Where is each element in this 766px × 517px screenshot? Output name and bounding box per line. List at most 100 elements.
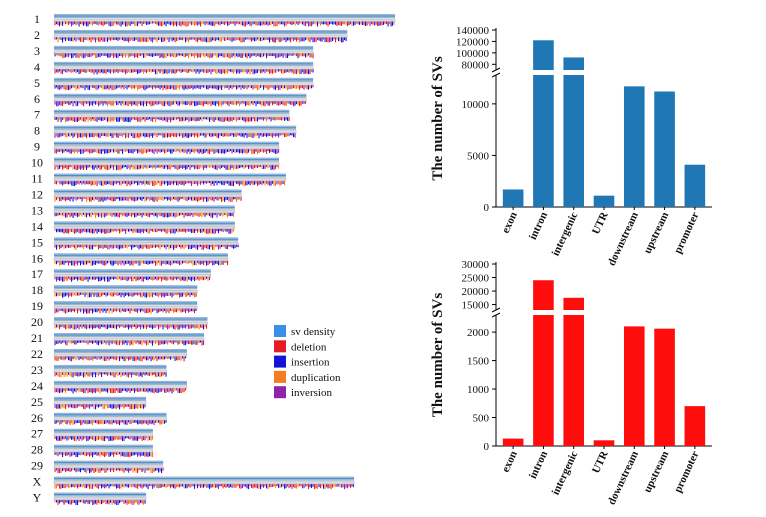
chromosome-body	[53, 50, 314, 54]
y-tick-label: 1000	[467, 384, 490, 396]
legend-item-inversion: inversion	[274, 386, 332, 399]
sv-ticks	[54, 372, 167, 378]
chromosome-label: 27	[31, 427, 43, 441]
chromosome-24: 24	[31, 379, 188, 394]
sv-ticks	[54, 308, 197, 314]
bar-segment	[593, 195, 615, 207]
chromosome-9: 9	[34, 140, 280, 155]
legend-label: inversion	[291, 387, 332, 399]
chromosome-5: 5	[34, 76, 314, 91]
chromosome-label: 21	[31, 331, 43, 345]
sv-ticks	[54, 213, 235, 218]
chromosome-16: 16	[31, 251, 229, 266]
chromosome-body	[53, 321, 208, 325]
sv-ticks	[54, 468, 164, 474]
bar-UTR: UTR	[590, 195, 615, 236]
chromosome-body	[53, 289, 198, 293]
chromosome-label: 2	[34, 28, 40, 42]
chromosome-body	[53, 194, 242, 198]
chromosome-label: 17	[31, 267, 43, 281]
chromosome-body	[53, 449, 154, 453]
chromosome-body	[53, 226, 235, 229]
chromosome-body	[53, 146, 280, 150]
sv-ticks	[54, 101, 307, 107]
chromosome-label: 16	[31, 251, 43, 265]
bar-intron: intron	[527, 280, 554, 481]
chromosome-label: 9	[34, 140, 40, 154]
chromosome-body	[53, 66, 314, 70]
bar-segment-upper	[563, 297, 585, 310]
x-tick-label: intergenic	[550, 449, 581, 497]
legend-item-duplication: duplication	[274, 370, 341, 384]
axis-break-mark	[491, 307, 501, 313]
y-tick-label: 500	[473, 413, 490, 425]
chromosome-28: 28	[31, 443, 154, 458]
sv-ticks	[54, 500, 146, 506]
y-tick-label: 140000	[456, 25, 490, 37]
sv-ticks	[54, 37, 347, 43]
bar-downstream: downstream	[606, 86, 645, 268]
chromosome-label: 10	[31, 156, 43, 170]
chromosome-20: 20	[31, 315, 208, 330]
bar-intergenic: intergenic	[550, 57, 585, 258]
chromosome-label: 19	[31, 299, 43, 313]
chromosome-body	[53, 465, 164, 469]
sv-ticks	[54, 133, 296, 139]
legend-label: duplication	[291, 372, 341, 384]
sv-ticks	[54, 53, 314, 59]
chromosome-body	[53, 305, 198, 309]
sv-ticks	[54, 420, 167, 426]
chromosome-3: 3	[34, 44, 314, 59]
chromosome-21: 21	[31, 331, 205, 346]
x-tick-label: UTR	[590, 448, 611, 475]
y-tick-label: 2000	[467, 327, 490, 339]
legend-swatch	[274, 355, 286, 368]
sv-ticks	[54, 228, 235, 234]
bar-segment-lower	[533, 75, 554, 207]
x-tick-label: downstream	[606, 449, 641, 507]
chromosome-label: 28	[31, 443, 43, 457]
chromosome-14: 14	[31, 219, 235, 234]
chromosome-17: 17	[31, 267, 212, 282]
sv-ticks	[54, 292, 197, 298]
bar-upstream: upstream	[642, 328, 675, 495]
legend-label: sv density	[291, 326, 336, 338]
chromosome-body	[53, 258, 229, 261]
chromosome-15: 15	[31, 235, 239, 250]
bar-segment-upper	[563, 57, 585, 70]
bar-exon: exon	[500, 189, 524, 235]
bar-segment	[684, 406, 706, 446]
chromosome-body	[53, 114, 290, 118]
x-tick-label: intergenic	[550, 210, 581, 258]
legend-item-sv-density: sv density	[274, 325, 336, 338]
chromosome-6: 6	[34, 92, 307, 107]
y-tick-label: 0	[484, 441, 490, 453]
chromosome-10: 10	[31, 156, 280, 171]
sv-ticks	[54, 452, 154, 458]
bar-segment-lower	[533, 315, 554, 446]
x-tick-label: upstream	[642, 449, 672, 494]
x-tick-label: promoter	[672, 449, 702, 494]
legend-item-insertion: insertion	[274, 355, 330, 369]
chromosome-8: 8	[34, 124, 297, 139]
y-tick-label: 100000	[456, 48, 490, 60]
bar-intron: intron	[527, 40, 554, 242]
chromosome-label: 5	[34, 76, 40, 90]
chromosome-label: 4	[34, 60, 40, 74]
chromosome-1: 1	[34, 12, 396, 27]
bar-segment	[654, 91, 675, 207]
chromosome-label: 26	[31, 411, 43, 425]
chromosome-4: 4	[34, 60, 314, 75]
y-tick-label: 5000	[467, 150, 490, 162]
legend-swatch	[274, 325, 286, 337]
y-tick-label: 20000	[462, 286, 490, 298]
chromosome-body	[53, 353, 188, 357]
chromosome-label: 11	[31, 172, 43, 186]
y-tick-label: 25000	[462, 273, 490, 285]
chromosome-29: 29	[31, 459, 164, 474]
chromosome-body	[53, 481, 355, 485]
sv-ticks	[54, 484, 355, 490]
chromosome-body	[53, 433, 154, 437]
chromosome-body	[53, 497, 147, 501]
x-tick-label: intron	[527, 449, 550, 480]
